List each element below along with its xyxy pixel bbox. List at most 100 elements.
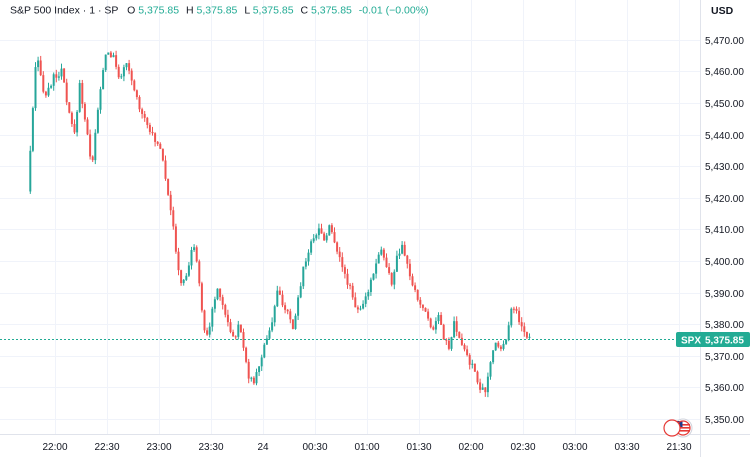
candle-body <box>349 284 352 286</box>
y-tick-label: 5,450.00 <box>705 99 744 110</box>
candle-body <box>445 339 448 341</box>
candle-body <box>50 85 53 88</box>
candle-body <box>406 255 409 264</box>
candle-body <box>226 314 229 323</box>
candle-body <box>47 87 50 96</box>
candle-body <box>37 60 40 68</box>
candle-body <box>453 321 456 338</box>
candle-body <box>518 310 521 323</box>
x-tick-label: 01:00 <box>354 442 379 453</box>
candle-body <box>190 250 193 266</box>
candle-body <box>398 253 401 256</box>
x-tick-label: 22:30 <box>94 442 119 453</box>
candle-body <box>234 336 237 338</box>
candle-body <box>494 342 497 351</box>
y-tick-label: 5,430.00 <box>705 162 744 173</box>
candle-body <box>120 76 123 78</box>
candle-body <box>161 148 164 161</box>
y-tick-label: 5,420.00 <box>705 194 744 205</box>
candle-body <box>125 63 128 68</box>
candle-body <box>29 150 32 192</box>
legend-high-value: 5,375.85 <box>197 5 238 17</box>
legend-close-value: 5,375.85 <box>311 5 352 17</box>
candle-body <box>442 324 445 340</box>
candle-body <box>265 338 268 345</box>
candle-body <box>364 296 367 304</box>
candle-body <box>242 332 245 348</box>
candle-body <box>203 310 206 331</box>
y-tick-label: 5,370.00 <box>705 352 744 363</box>
candle-body <box>286 309 289 312</box>
y-tick-label: 5,360.00 <box>705 383 744 394</box>
candle-body <box>323 233 326 241</box>
candle-body <box>154 133 157 142</box>
market-closed-icon[interactable] <box>663 419 681 437</box>
x-tick-label: 02:00 <box>458 442 483 453</box>
candle-body <box>60 68 63 77</box>
last-price-tag: SPX 5,375.85 <box>676 332 750 347</box>
candle-body <box>167 178 170 195</box>
candle-body <box>278 290 281 295</box>
candle-body <box>427 311 430 319</box>
candle-body <box>411 276 414 286</box>
candle-body <box>328 225 331 236</box>
candle-body <box>284 305 287 310</box>
candle-body <box>424 307 427 312</box>
candle-body <box>250 377 253 379</box>
candle-body <box>138 97 141 110</box>
candle-body <box>156 141 159 144</box>
candle-body <box>362 303 365 309</box>
legend-high-label: H <box>186 5 194 17</box>
candle-body <box>91 156 94 161</box>
candle-body <box>419 299 422 305</box>
candle-body <box>450 337 453 349</box>
candle-body <box>276 290 279 307</box>
candle-body <box>310 241 313 253</box>
candle-body <box>302 266 305 287</box>
candle-body <box>219 288 222 298</box>
candle-body <box>492 350 495 363</box>
candle-body <box>263 344 266 358</box>
candle-body <box>414 285 417 290</box>
last-price-symbol: SPX <box>681 336 701 347</box>
candle-body <box>73 123 76 133</box>
candle-body <box>107 52 110 55</box>
candle-body <box>367 292 370 297</box>
candle-body <box>341 257 344 268</box>
candle-body <box>325 235 328 241</box>
candle-body <box>169 194 172 211</box>
candle-body <box>239 324 242 333</box>
x-tick-label: 03:00 <box>562 442 587 453</box>
candle-body <box>96 109 99 133</box>
candle-body <box>486 376 489 393</box>
candle-body <box>416 289 419 300</box>
candle-body <box>86 119 89 135</box>
y-tick-label: 5,470.00 <box>705 36 744 47</box>
candle-body <box>515 308 518 311</box>
candle-body <box>198 261 201 284</box>
candle-body <box>421 304 424 308</box>
candle-body <box>388 267 391 274</box>
candle-body <box>401 244 404 254</box>
candle-body <box>245 347 248 362</box>
candle-body <box>172 210 175 227</box>
candle-body <box>273 306 276 323</box>
candle-body <box>55 74 58 78</box>
candle-body <box>213 299 216 309</box>
candle-body <box>512 308 515 310</box>
candle-body <box>489 362 492 377</box>
x-tick-label: 22:00 <box>42 442 67 453</box>
candle-body <box>479 382 482 390</box>
candle-body <box>76 111 79 133</box>
candle-body <box>182 279 185 284</box>
candle-body <box>304 261 307 267</box>
svg-text:S&P 500 Index · 1 · SP: S&P 500 Index · 1 · SP O 5,375.85 H 5,37… <box>10 5 429 17</box>
legend-close-label: C <box>300 5 308 17</box>
candle-body <box>34 67 37 109</box>
candle-body <box>247 361 250 379</box>
candle-body <box>237 324 240 337</box>
x-tick-label: 01:30 <box>406 442 431 453</box>
candle-body <box>372 273 375 280</box>
